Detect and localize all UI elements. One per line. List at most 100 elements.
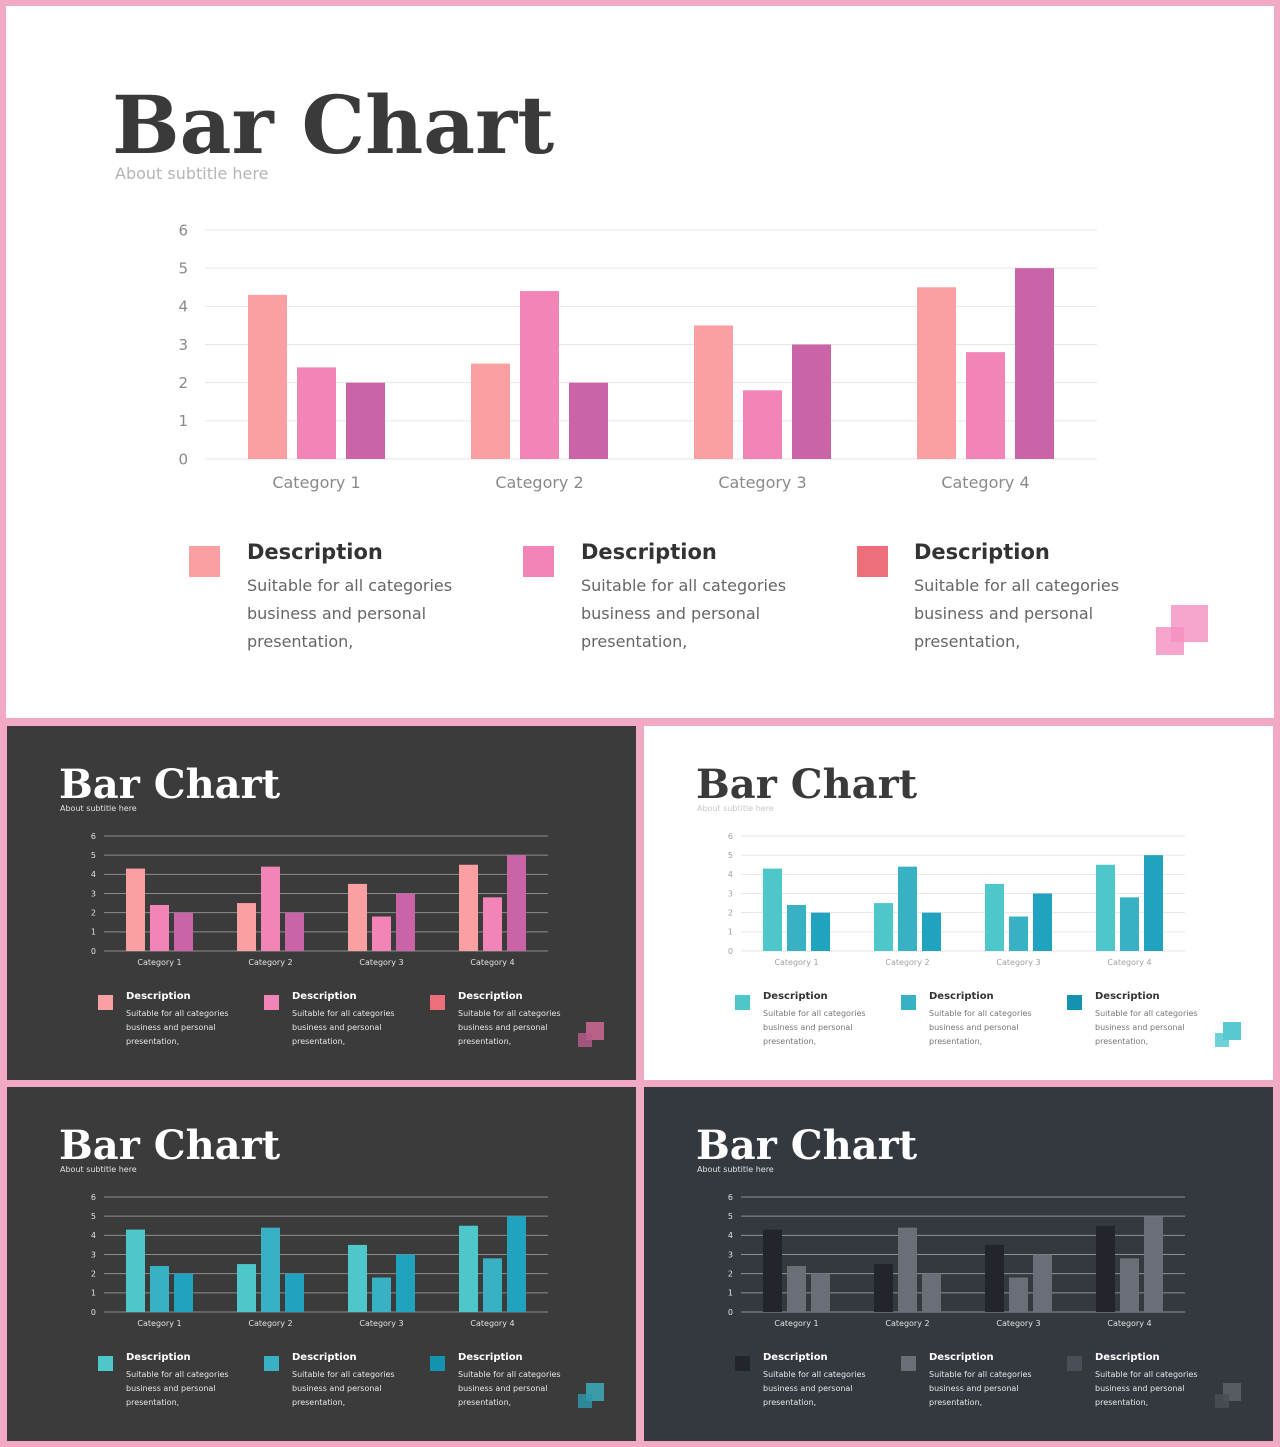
description-text: Suitable for all categories business and … <box>126 1007 229 1049</box>
category-label: Category 4 <box>1107 958 1151 967</box>
y-tick-label: 1 <box>728 1289 733 1298</box>
slide-title: Bar Chart <box>696 1122 918 1169</box>
bar-series1-cat2 <box>471 363 510 459</box>
bar-chart: 0 1 2 3 4 5 6 Category 1 Category 2 Category 3 Cat… <box>728 1193 1185 1328</box>
description-line: presentation, <box>292 1037 346 1046</box>
bar-series1-cat1 <box>248 294 287 459</box>
category-label: Category 2 <box>248 1319 292 1328</box>
bar-series2-cat4 <box>966 352 1005 459</box>
y-tick-label: 3 <box>91 1250 96 1259</box>
y-tick-label: 1 <box>178 412 188 430</box>
description-line: presentation, <box>581 632 688 651</box>
category-label: Category 1 <box>774 1319 818 1328</box>
bar-series3-cat4 <box>1144 1216 1163 1312</box>
description-heading: Description <box>763 1352 828 1363</box>
slide-subtitle: About subtitle here <box>697 1165 774 1174</box>
slide-pink-white-large: Bar Chart About subtitle here 0 1 2 3 4 5 6 Cat… <box>6 6 1274 718</box>
bar-series1-cat3 <box>348 1244 367 1312</box>
description-line: Suitable for all categories <box>292 1009 395 1018</box>
bar-series3-cat1 <box>174 1273 193 1312</box>
description-line: Suitable for all categories <box>929 1009 1032 1018</box>
y-tick-label: 3 <box>178 336 188 354</box>
description-line: business and personal <box>247 604 427 623</box>
bar-series1-cat2 <box>874 1264 893 1312</box>
y-tick-label: 6 <box>91 1193 96 1202</box>
slide-subtitle: About subtitle here <box>115 164 269 183</box>
legend-swatch-1 <box>98 995 113 1010</box>
description-line: business and personal <box>292 1384 382 1393</box>
bar-series1-cat3 <box>348 883 367 951</box>
description-text: Suitable for all categories business and … <box>292 1368 395 1410</box>
category-label: Category 2 <box>885 1319 929 1328</box>
description-text: Suitable for all categories business and … <box>929 1007 1032 1049</box>
legend-swatch-3 <box>1067 1356 1082 1371</box>
y-tick-label: 2 <box>728 1269 733 1278</box>
y-tick-label: 2 <box>91 1269 96 1278</box>
y-tick-label: 0 <box>728 1308 733 1317</box>
slide-teal-dark: Bar Chart About subtitle here 0 1 2 3 4 5 6 Cat… <box>7 1087 636 1441</box>
y-tick-label: 2 <box>178 374 188 392</box>
description-text: Suitable for all categories business and … <box>1095 1368 1198 1410</box>
legend-swatch-1 <box>735 1356 750 1371</box>
bar-series3-cat3 <box>1033 893 1052 951</box>
slide-title: Bar Chart <box>59 761 281 808</box>
description-line: business and personal <box>458 1023 548 1032</box>
description-text: Suitable for all categories business and … <box>1095 1007 1198 1049</box>
bar-series2-cat3 <box>1009 916 1028 951</box>
description-line: presentation, <box>914 632 1021 651</box>
description-text: Suitable for all categories business and … <box>247 572 452 656</box>
description-line: Suitable for all categories <box>1095 1370 1198 1379</box>
description-line: business and personal <box>1095 1384 1185 1393</box>
slide-pink-dark: Bar Chart About subtitle here 0 1 2 3 4 5 6 Cat… <box>7 726 636 1080</box>
bar-series1-cat2 <box>237 903 256 951</box>
bar-series1-cat2 <box>237 1264 256 1312</box>
y-tick-label: 6 <box>91 832 96 841</box>
description-heading: Description <box>929 1352 994 1363</box>
bar-series2-cat1 <box>150 905 169 951</box>
description-heading: Description <box>292 991 357 1002</box>
bar-series1-cat4 <box>1096 864 1115 951</box>
category-label: Category 4 <box>1107 1319 1151 1328</box>
bar-series2-cat2 <box>898 866 917 951</box>
description-line: business and personal <box>929 1384 1019 1393</box>
category-label: Category 3 <box>718 473 806 492</box>
legend-swatch-2 <box>901 1356 916 1371</box>
category-label: Category 2 <box>495 473 583 492</box>
description-line: presentation, <box>126 1037 180 1046</box>
bar-chart: 0 1 2 3 4 5 6 Category 1 Category 2 Category 3 Cat… <box>178 221 1097 492</box>
description-line: presentation, <box>929 1037 983 1046</box>
description-line: presentation, <box>763 1398 817 1407</box>
bar-series3-cat4 <box>507 855 526 951</box>
description-line: presentation, <box>929 1398 983 1407</box>
legend-swatch-3 <box>430 995 445 1010</box>
bar-series1-cat4 <box>459 1225 478 1312</box>
description-text: Suitable for all categories business and … <box>914 572 1119 656</box>
bar-series1-cat4 <box>1096 1225 1115 1312</box>
y-tick-label: 5 <box>91 851 96 860</box>
description-line: presentation, <box>247 632 354 651</box>
y-tick-label: 0 <box>728 947 733 956</box>
description-heading: Description <box>458 1352 523 1363</box>
bar-series2-cat3 <box>1009 1277 1028 1312</box>
y-tick-label: 1 <box>728 928 733 937</box>
description-line: Suitable for all categories <box>929 1370 1032 1379</box>
bar-series3-cat1 <box>811 1273 830 1312</box>
description-line: Suitable for all categories <box>292 1370 395 1379</box>
bar-series1-cat4 <box>459 864 478 951</box>
description-line: Suitable for all categories <box>458 1009 561 1018</box>
description-text: Suitable for all categories business and … <box>929 1368 1032 1410</box>
bar-series1-cat1 <box>763 868 782 951</box>
description-heading: Description <box>126 1352 191 1363</box>
legend-swatch-1 <box>98 1356 113 1371</box>
y-tick-label: 4 <box>91 870 96 879</box>
description-line: presentation, <box>763 1037 817 1046</box>
description-line: presentation, <box>1095 1398 1149 1407</box>
description-line: Suitable for all categories <box>126 1370 229 1379</box>
legend-swatch-3 <box>857 546 888 577</box>
description-text: Suitable for all categories business and … <box>292 1007 395 1049</box>
description-heading: Description <box>292 1352 357 1363</box>
category-label: Category 3 <box>996 958 1040 967</box>
bar-series3-cat1 <box>811 912 830 951</box>
description-line: Suitable for all categories <box>763 1370 866 1379</box>
description-text: Suitable for all categories business and … <box>763 1007 866 1049</box>
